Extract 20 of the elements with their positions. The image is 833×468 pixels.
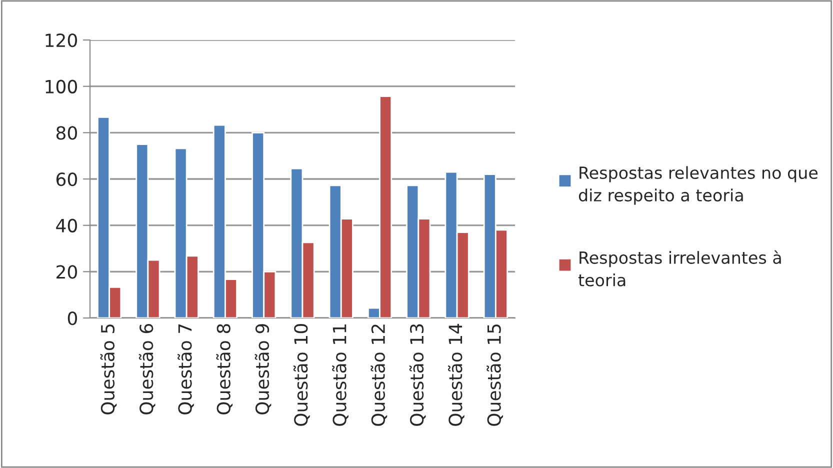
y-tick-label: 80 [56,126,77,140]
x-tick-label: Questão 15 [486,324,503,426]
x-tick-label: Questão 6 [138,324,156,414]
x-tick-label: Questão 7 [178,324,194,414]
x-tick-label: Questão 11 [332,324,348,426]
y-tick-label: 100 [46,80,77,94]
x-tick-label: Questão 10 [293,324,310,426]
x-tick-label: Questão 13 [409,324,426,426]
y-tick-label: 0 [68,311,77,326]
y-tick-label: 120 [46,33,77,48]
x-tick-label: Questão 14 [448,324,464,426]
x-tick-label: Questão 5 [100,324,117,414]
legend-label: Respostas relevantes no que diz respeito a teoria [578,166,818,205]
x-tick-label: Questão 8 [216,324,233,414]
y-tick-label: 20 [56,265,77,279]
y-tick-label: 40 [56,218,77,232]
y-tick-label: 60 [56,172,77,186]
x-tick-label: Questão 9 [254,324,272,414]
legend-label: Respostas irrelevantes à teoria [578,250,781,286]
x-tick-label: Questão 12 [370,324,388,426]
